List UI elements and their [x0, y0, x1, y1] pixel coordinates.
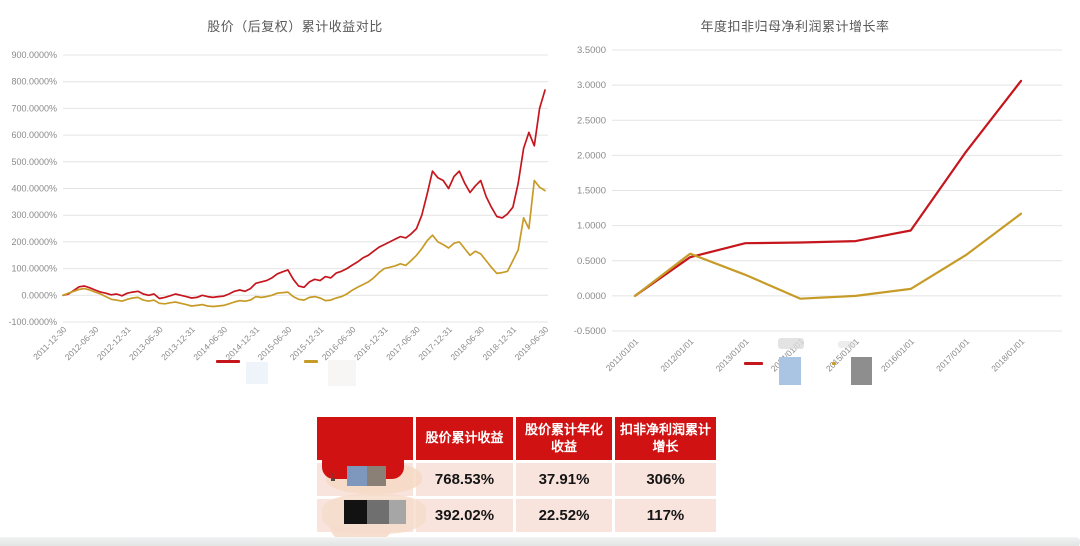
y-tick-label: -0.5000	[574, 326, 606, 337]
axis-redaction-smudge	[778, 338, 804, 349]
x-tick-label: 2013/01/01	[714, 336, 751, 373]
left-chart-plot: 900.0000% 800.0000% 700.0000% 600.0000% 500.…	[8, 50, 551, 362]
y-tick-label: 1.5000	[577, 186, 606, 197]
legend-label-redaction-blue	[779, 357, 801, 385]
left-chart-title: 股价（后复权）累计收益对比	[207, 19, 383, 34]
gold-series-line	[633, 212, 1023, 300]
gold-series-line	[62, 179, 546, 308]
legend-label-redaction	[246, 362, 268, 384]
right-chart-title: 年度扣非归母净利润累计增长率	[700, 19, 890, 34]
y-tick-label: 0.5000	[577, 256, 606, 267]
legend-label-redaction-gray	[851, 357, 872, 385]
y-tick-label: 900.0000%	[11, 50, 57, 60]
red-series-line	[633, 79, 1023, 297]
table-header-name	[317, 417, 413, 460]
red-series-line	[62, 89, 546, 300]
x-tick-label: 2016/01/01	[879, 336, 916, 373]
y-tick-label: 400.0000%	[11, 184, 57, 194]
legend-swatch-gold	[304, 360, 318, 363]
table-row2-company-redacted	[317, 499, 413, 532]
x-tick-label: 2011/01/01	[604, 336, 641, 373]
x-tick-label: 2018/01/01	[989, 336, 1026, 373]
y-tick-label: 200.0000%	[11, 237, 57, 247]
table-row1-profit-growth: 306%	[615, 463, 716, 496]
y-tick-label: 0.0000%	[21, 290, 57, 300]
table-header-cum-return: 股价累计收益	[416, 417, 513, 460]
table-row1-annualized-return: 37.91%	[516, 463, 612, 496]
legend-label-redaction	[328, 360, 356, 386]
y-tick-label: 3.0000	[577, 80, 606, 91]
table-header-profit-growth: 扣非净利润累计增长	[615, 417, 716, 460]
y-tick-label: 700.0000%	[11, 103, 57, 113]
y-tick-label: 100.0000%	[11, 264, 57, 274]
x-tick-label: 2019-06-30	[513, 324, 551, 362]
y-tick-label: -100.0000%	[8, 317, 57, 327]
summary-table: 股价累计收益 股价累计年化收益 扣非净利润累计增长 768.53% 37.91%…	[317, 417, 716, 532]
y-tick-label: 1.0000	[577, 221, 606, 232]
y-tick-label: 0.0000	[577, 291, 606, 302]
axis-redaction-smudge	[838, 341, 856, 348]
legend-swatch-red	[216, 360, 240, 363]
y-tick-label: 2.0000	[577, 150, 606, 161]
table-header-annualized-return: 股价累计年化收益	[516, 417, 612, 460]
legend-swatch-red	[744, 362, 763, 365]
table-row2-annualized-return: 22.52%	[516, 499, 612, 532]
table-row2-cum-return: 392.02%	[416, 499, 513, 532]
y-tick-label: 3.5000	[577, 45, 606, 56]
x-tick-label: 2017/01/01	[934, 336, 971, 373]
legend-swatch-gold	[832, 362, 836, 365]
y-tick-label: 300.0000%	[11, 210, 57, 220]
right-chart-plot: 3.5000 3.0000 2.5000 2.0000 1.5000 1.0000 0.50…	[574, 45, 1062, 373]
y-tick-label: 600.0000%	[11, 130, 57, 140]
x-tick-label: 2012/01/01	[658, 336, 695, 373]
y-tick-label: 800.0000%	[11, 77, 57, 87]
table-row2-profit-growth: 117%	[615, 499, 716, 532]
y-tick-label: 2.5000	[577, 115, 606, 126]
bottom-divider-bar	[0, 537, 1080, 546]
y-tick-label: 500.0000%	[11, 157, 57, 167]
table-row1-cum-return: 768.53%	[416, 463, 513, 496]
table-row1-company-redacted	[317, 463, 413, 496]
